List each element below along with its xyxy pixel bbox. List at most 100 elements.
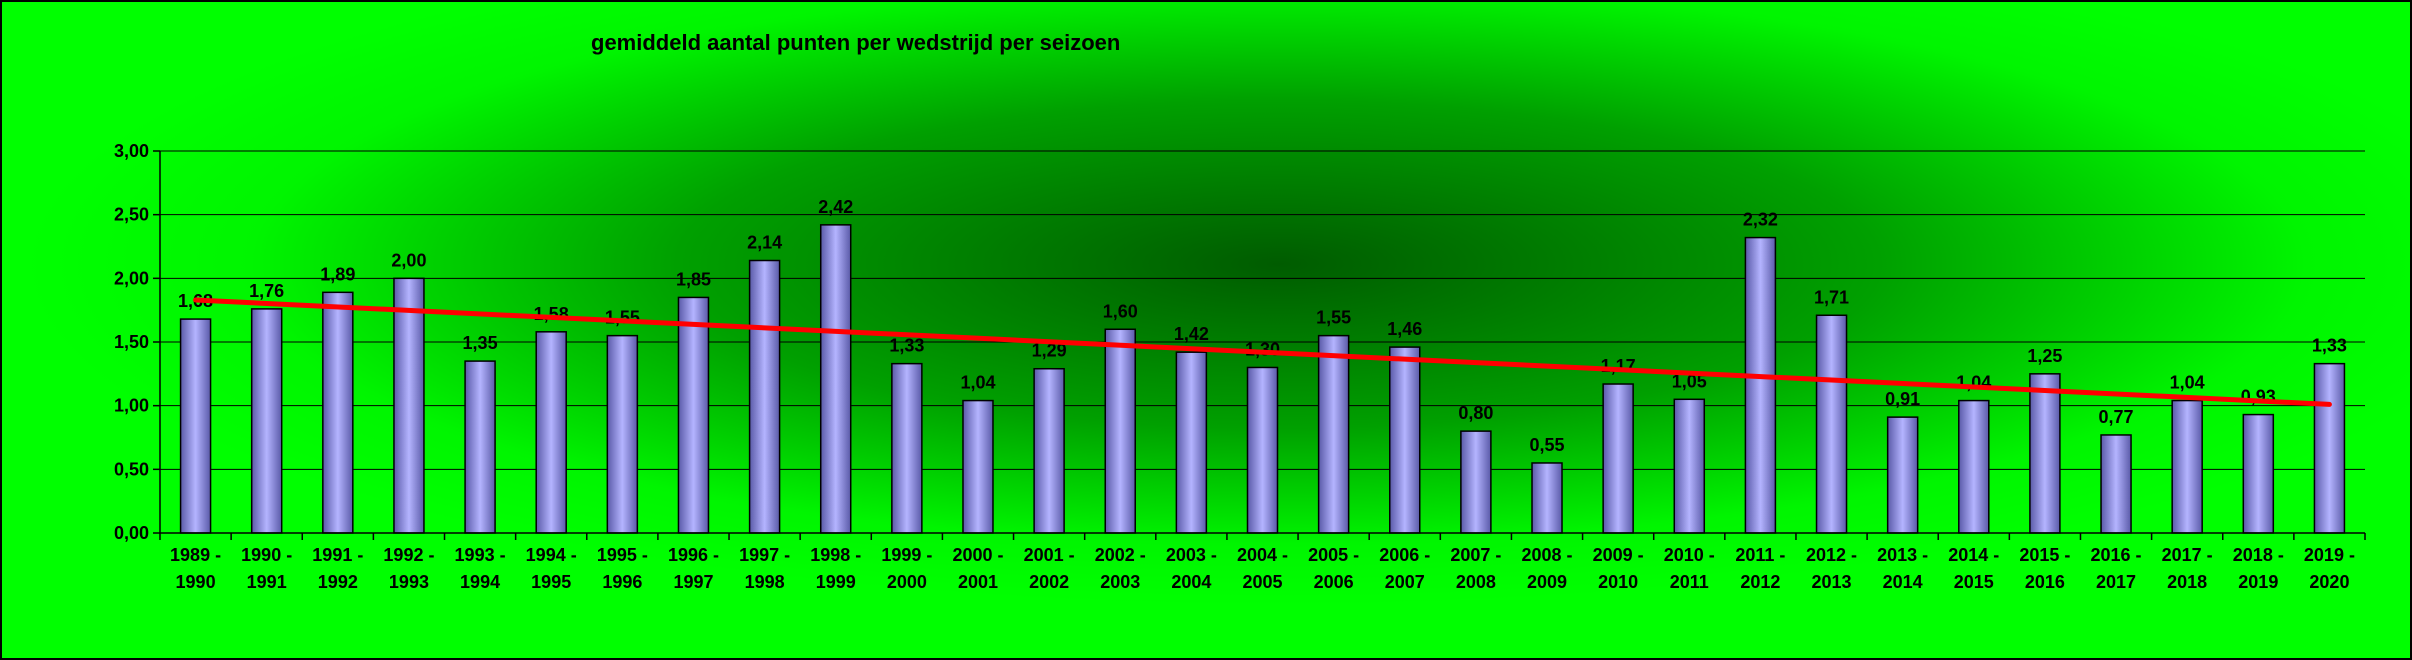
x-tick-label: 2014 - [1948, 545, 1999, 565]
bar [1886, 416, 1919, 534]
trendline [193, 297, 2332, 407]
bar [535, 331, 567, 534]
bar [1602, 383, 1634, 534]
x-tick-label: 2000 [887, 572, 927, 592]
bar [1104, 328, 1136, 534]
x-tick-label: 2000 - [952, 545, 1003, 565]
data-label: 1,17 [1601, 356, 1636, 376]
data-label: 0,80 [1458, 403, 1493, 423]
bar [748, 259, 781, 534]
x-tick-label: 2012 [1740, 572, 1780, 592]
x-tick-label: 1992 - [383, 545, 434, 565]
x-tick-label: 2002 - [1095, 545, 1146, 565]
x-tick-label: 1997 [673, 572, 713, 592]
bar [1673, 398, 1706, 534]
bar [1033, 367, 1065, 534]
data-label: 2,00 [391, 250, 426, 270]
x-tick-label: 2020 [2309, 572, 2349, 592]
bar [464, 360, 496, 534]
x-tick-label: 1991 - [312, 545, 363, 565]
bar [2242, 413, 2275, 534]
data-label: 1,89 [320, 264, 355, 284]
x-tick-label: 1990 [176, 572, 216, 592]
y-tick-label: 2,50 [114, 205, 149, 225]
chart-title: gemiddeld aantal punten per wedstrijd pe… [591, 30, 1120, 55]
data-label: 1,29 [1032, 341, 1067, 361]
x-tick-label: 2001 [958, 572, 998, 592]
x-tick-label: 2005 [1242, 572, 1282, 592]
x-tick-label: 2018 [2167, 572, 2207, 592]
data-label: 1,35 [463, 333, 498, 353]
x-tick-label: 2015 - [2019, 545, 2070, 565]
x-tick-label: 1998 [745, 572, 785, 592]
data-label: 1,46 [1387, 319, 1422, 339]
x-tick-label: 2006 - [1379, 545, 1430, 565]
y-tick-label: 1,50 [114, 332, 149, 352]
data-label: 2,32 [1743, 210, 1778, 230]
bar [322, 291, 354, 534]
x-tick-label: 2003 [1100, 572, 1140, 592]
x-tick-label: 2016 [2025, 572, 2065, 592]
x-tick-label: 2009 [1527, 572, 1567, 592]
x-tick-label: 2014 [1883, 572, 1923, 592]
bar [891, 362, 923, 534]
bar [393, 277, 425, 534]
bar [2100, 434, 2132, 534]
data-label: 0,77 [2099, 407, 2134, 427]
bar [2029, 373, 2061, 534]
bar [1460, 430, 1492, 534]
data-label: 1,05 [1672, 371, 1707, 391]
bar [606, 334, 639, 534]
data-label: 1,33 [889, 336, 924, 356]
x-tick-label: 2017 - [2162, 545, 2213, 565]
x-tick-label: 2013 - [1877, 545, 1928, 565]
gridlines [160, 150, 2365, 470]
bar [250, 308, 283, 534]
bar [1389, 346, 1421, 534]
x-tick-label: 2008 - [1521, 545, 1572, 565]
x-tick-label: 1996 - [668, 545, 719, 565]
trend-line [193, 297, 2332, 407]
x-tick-label: 1993 [389, 572, 429, 592]
bar [1958, 399, 1990, 534]
bar [1815, 314, 1848, 534]
x-tick-label: 2012 - [1806, 545, 1857, 565]
x-tick-label: 2018 - [2233, 545, 2284, 565]
x-tick-label: 1995 - [597, 545, 648, 565]
x-tick-label: 2010 [1598, 572, 1638, 592]
data-label: 1,55 [605, 308, 640, 328]
bar [1246, 366, 1279, 534]
data-label: 1,04 [2170, 373, 2205, 393]
bar [1175, 351, 1208, 534]
x-tick-label: 1992 [318, 572, 358, 592]
x-tick-label: 1997 - [739, 545, 790, 565]
data-label: 1,58 [534, 304, 569, 324]
data-label: 1,71 [1814, 287, 1849, 307]
x-tick-label: 2016 - [2091, 545, 2142, 565]
bar [819, 224, 852, 534]
x-tick-label: 2009 - [1593, 545, 1644, 565]
y-tick-label: 2,00 [114, 268, 149, 288]
data-label: 1,42 [1174, 324, 1209, 344]
bar [962, 399, 994, 534]
x-tick-label: 1989 - [170, 545, 221, 565]
data-label: 1,25 [2027, 346, 2062, 366]
bar [1744, 236, 1777, 534]
x-tick-label: 2004 - [1237, 545, 1288, 565]
x-tick-label: 2001 - [1024, 545, 1075, 565]
x-tick-label: 1994 [460, 572, 500, 592]
y-axis-ticks: 0,00 0,50 1,00 1,50 2,00 2,50 3,00 [114, 141, 160, 543]
x-tick-label: 1995 [531, 572, 571, 592]
data-label: 1,33 [2312, 336, 2347, 356]
x-tick-label: 2007 [1385, 572, 1425, 592]
bar [1317, 334, 1350, 534]
x-axis-ticks: 1989 - 1990 1990 - 1991 1991 - 1992 1992 - 1993… [159, 533, 2366, 592]
data-label: 1,85 [676, 269, 711, 289]
axes [159, 151, 2365, 534]
x-tick-label: 2017 [2096, 572, 2136, 592]
data-label: 2,42 [818, 197, 853, 217]
x-tick-label: 2008 [1456, 572, 1496, 592]
x-tick-label: 2002 [1029, 572, 1069, 592]
